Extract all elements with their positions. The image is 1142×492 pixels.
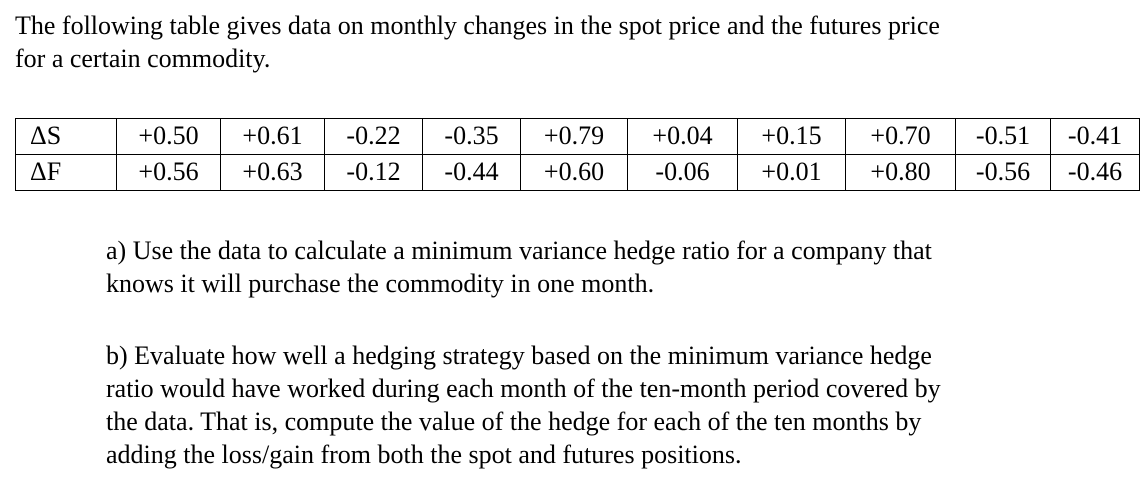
table-cell: -0.41	[1050, 118, 1140, 155]
table-cell: -0.35	[422, 118, 521, 155]
table-cell: +0.80	[845, 154, 956, 191]
table-cell: +0.63	[220, 154, 325, 191]
table-cell: -0.06	[627, 154, 738, 191]
table-cell: +0.50	[116, 118, 221, 155]
question-a: a) Use the data to calculate a minimum v…	[106, 234, 1106, 300]
row-label-delta-f: ΔF	[15, 154, 117, 191]
question-a-line-1: a) Use the data to calculate a minimum v…	[106, 236, 932, 265]
question-b: b) Evaluate how well a hedging strategy …	[106, 339, 1106, 471]
row-label-delta-s: ΔS	[15, 118, 117, 155]
question-a-line-2: knows it will purchase the commodity in …	[106, 269, 655, 298]
table-row-futures: ΔF +0.56 +0.63 -0.12 -0.44 +0.60 -0.06 +…	[15, 154, 1140, 191]
intro-line-1: The following table gives data on monthl…	[15, 11, 940, 40]
table-cell: -0.56	[955, 154, 1051, 191]
table-cell: +0.56	[116, 154, 221, 191]
table-cell: +0.01	[737, 154, 846, 191]
price-change-table: ΔS +0.50 +0.61 -0.22 -0.35 +0.79 +0.04 +…	[15, 118, 1140, 191]
table-cell: -0.12	[324, 154, 423, 191]
question-b-line-4: adding the loss/gain from both the spot …	[106, 440, 742, 469]
intro-paragraph: The following table gives data on monthl…	[15, 9, 1125, 75]
table-cell: +0.04	[627, 118, 738, 155]
table-cell: -0.44	[422, 154, 521, 191]
table-cell: +0.70	[845, 118, 956, 155]
table-cell: +0.15	[737, 118, 846, 155]
intro-line-2: for a certain commodity.	[15, 44, 271, 73]
table-cell: -0.22	[324, 118, 423, 155]
table-row-spot: ΔS +0.50 +0.61 -0.22 -0.35 +0.79 +0.04 +…	[15, 118, 1140, 155]
table-cell: -0.51	[955, 118, 1051, 155]
table-cell: +0.79	[520, 118, 628, 155]
question-b-line-3: the data. That is, compute the value of …	[106, 407, 922, 436]
question-b-line-2: ratio would have worked during each mont…	[106, 374, 941, 403]
table-cell: -0.46	[1050, 154, 1140, 191]
table-cell: +0.60	[520, 154, 628, 191]
table-cell: +0.61	[220, 118, 325, 155]
question-b-line-1: b) Evaluate how well a hedging strategy …	[106, 341, 932, 370]
